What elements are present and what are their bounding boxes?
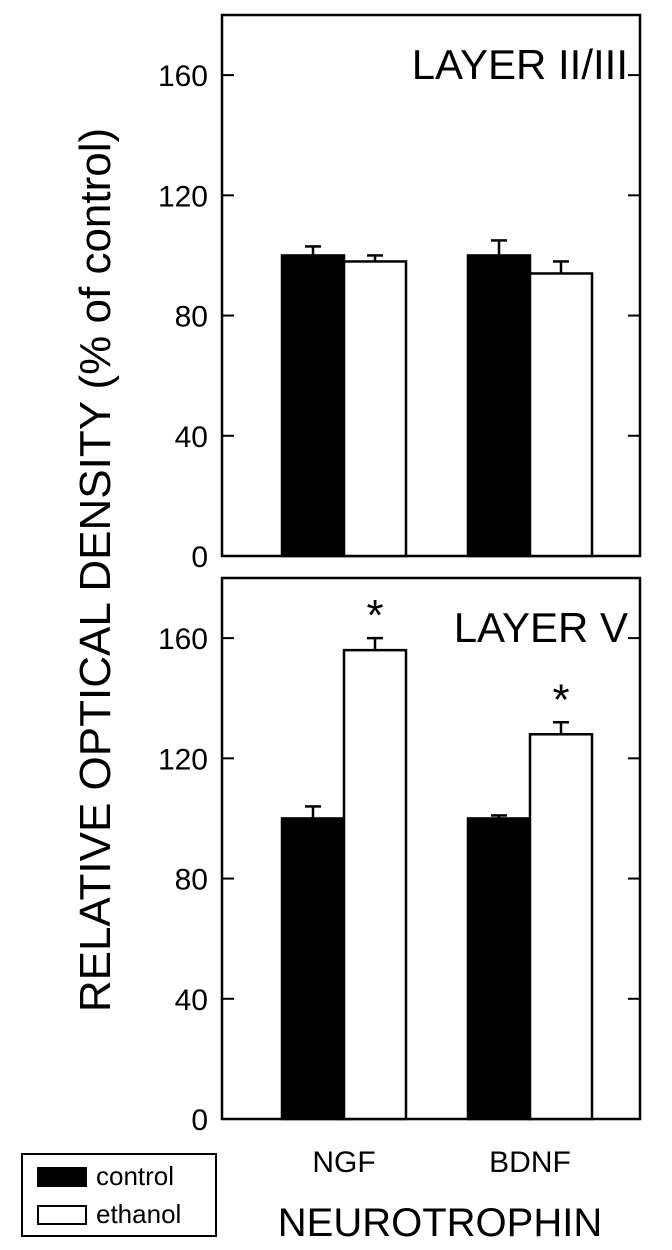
bar-bdnf-control (466, 254, 532, 558)
y-tick-label: 80 (175, 301, 208, 334)
legend: control ethanol (21, 1153, 217, 1237)
bar-ngf-ethanol (342, 648, 408, 1121)
y-tick-label: 0 (191, 1104, 208, 1137)
panel-1: 0 40 80 120 160 LAYER II/III (158, 13, 642, 574)
bar-ngf-ethanol (342, 260, 408, 558)
y-tick-label: 80 (175, 864, 208, 897)
panel-title: LAYER V (454, 604, 628, 651)
bar-bdnf-control (466, 817, 532, 1121)
bar-bdnf-ethanol (528, 272, 594, 558)
category-label: NGF (312, 1146, 375, 1179)
panel-title: LAYER II/III (412, 41, 628, 88)
y-tick-label: 0 (191, 541, 208, 574)
y-tick-label: 40 (175, 421, 208, 454)
legend-swatch-control (37, 1167, 87, 1187)
legend-swatch-ethanol (37, 1205, 87, 1225)
y-tick-label: 160 (158, 623, 208, 656)
significance-marker: * (552, 675, 569, 724)
y-tick-label: 160 (158, 60, 208, 93)
plot-frame (220, 576, 642, 1121)
legend-label-ethanol: ethanol (96, 1199, 181, 1229)
bar-ngf-control (280, 817, 346, 1121)
panel-2: 0 40 80 120 160 LAYER V * * (158, 576, 642, 1137)
y-tick-label: 120 (158, 180, 208, 213)
bar-bdnf-ethanol (528, 733, 594, 1121)
y-tick-label: 120 (158, 743, 208, 776)
bar-ngf-control (280, 254, 346, 558)
y-axis-label: RELATIVE OPTICAL DENSITY (% of control) (71, 128, 120, 1012)
x-axis-label: NEUROTROPHIN (278, 1201, 602, 1245)
plot-frame (220, 13, 642, 558)
legend-label-control: control (96, 1161, 174, 1191)
y-tick-label: 40 (175, 984, 208, 1017)
category-label: BDNF (489, 1146, 571, 1179)
significance-marker: * (366, 591, 383, 640)
